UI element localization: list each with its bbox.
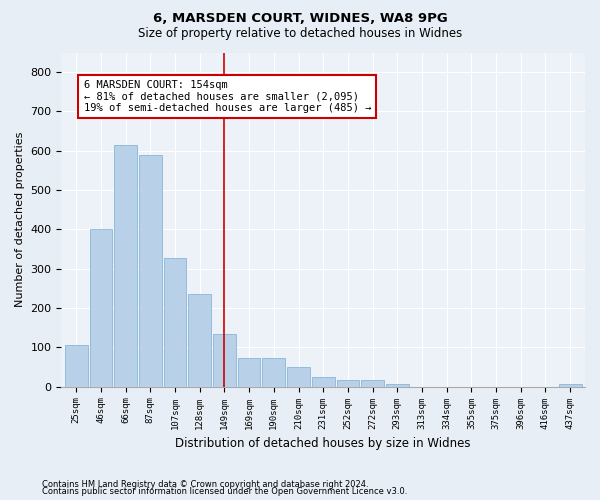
X-axis label: Distribution of detached houses by size in Widnes: Distribution of detached houses by size … xyxy=(175,437,471,450)
Text: 6 MARSDEN COURT: 154sqm
← 81% of detached houses are smaller (2,095)
19% of semi: 6 MARSDEN COURT: 154sqm ← 81% of detache… xyxy=(83,80,371,113)
Bar xyxy=(312,377,335,386)
Bar xyxy=(386,384,409,386)
Bar xyxy=(238,358,260,386)
Bar xyxy=(361,380,384,386)
Bar xyxy=(139,154,161,386)
Bar xyxy=(213,334,236,386)
Bar xyxy=(262,358,285,386)
Bar xyxy=(337,380,359,386)
Bar xyxy=(287,367,310,386)
Text: Size of property relative to detached houses in Widnes: Size of property relative to detached ho… xyxy=(138,28,462,40)
Bar xyxy=(164,258,187,386)
Bar xyxy=(188,294,211,386)
Bar xyxy=(114,145,137,386)
Text: Contains HM Land Registry data © Crown copyright and database right 2024.: Contains HM Land Registry data © Crown c… xyxy=(42,480,368,489)
Bar xyxy=(89,230,112,386)
Text: Contains public sector information licensed under the Open Government Licence v3: Contains public sector information licen… xyxy=(42,487,407,496)
Bar xyxy=(65,346,88,387)
Text: 6, MARSDEN COURT, WIDNES, WA8 9PG: 6, MARSDEN COURT, WIDNES, WA8 9PG xyxy=(152,12,448,26)
Bar xyxy=(559,384,581,386)
Y-axis label: Number of detached properties: Number of detached properties xyxy=(15,132,25,308)
